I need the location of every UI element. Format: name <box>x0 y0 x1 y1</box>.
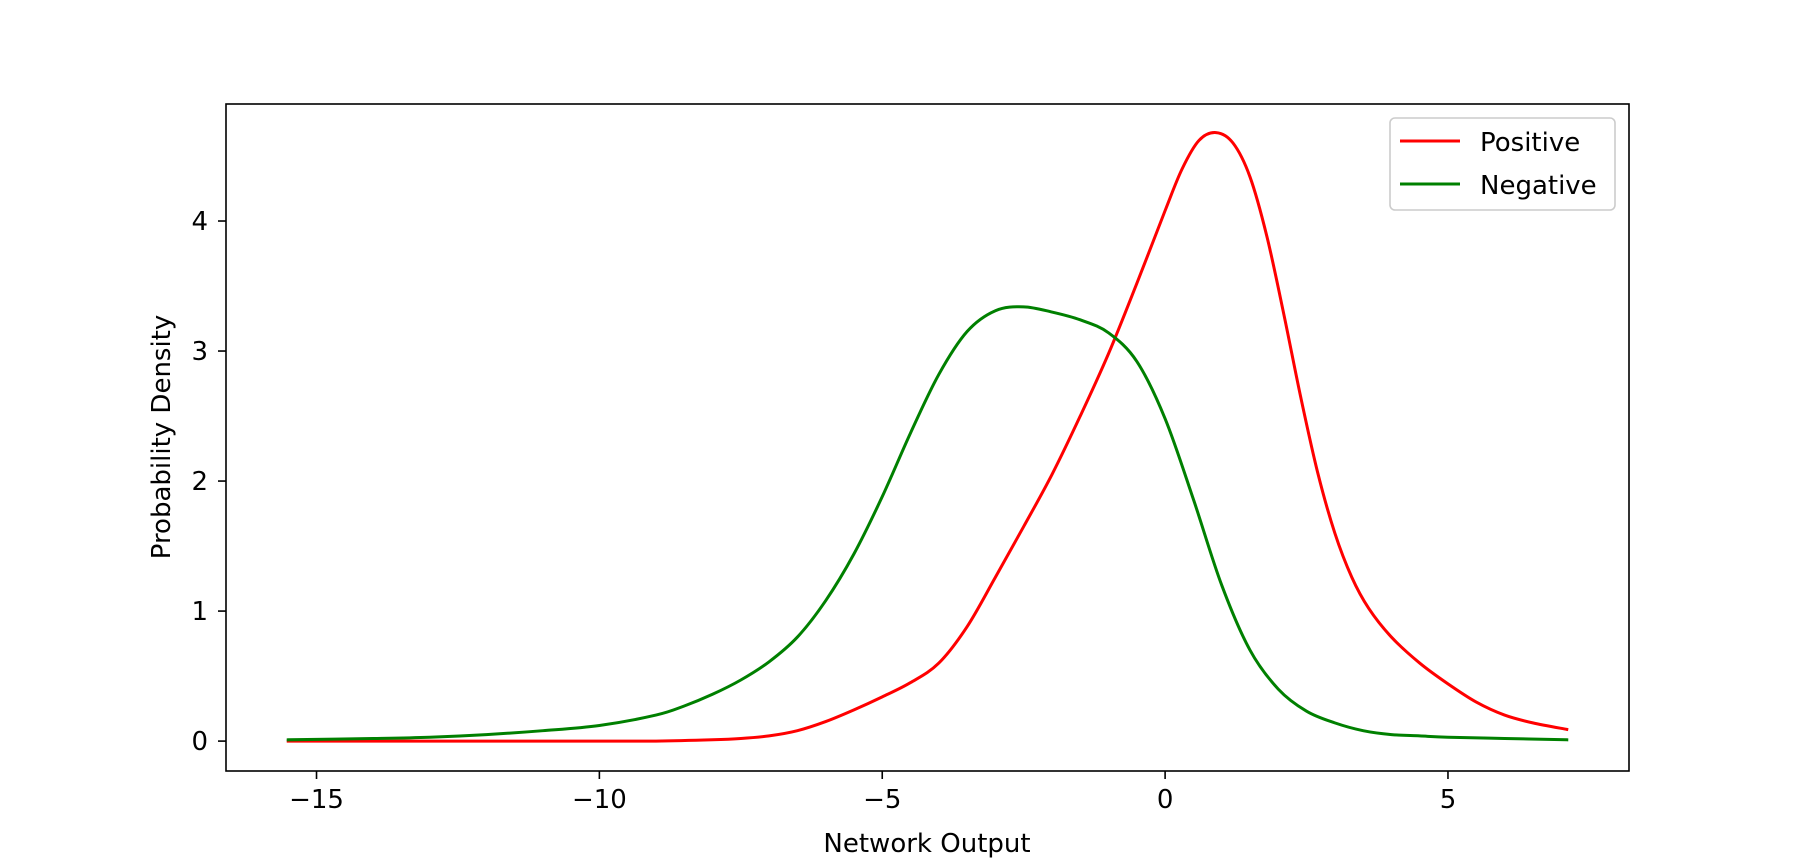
y-tick-label: 0 <box>191 727 208 757</box>
x-tick-label: −5 <box>863 785 901 815</box>
legend-label-negative: Negative <box>1480 171 1597 201</box>
series-line-negative <box>286 305 1569 742</box>
x-axis-ticks: −15 −10 −5 0 5 <box>289 771 1456 815</box>
axes-frame <box>225 103 1630 772</box>
y-axis-ticks: 0 1 2 3 4 <box>191 207 226 757</box>
legend: Positive Negative <box>1389 117 1616 211</box>
y-tick-label: 1 <box>191 597 208 627</box>
y-tick-label: 2 <box>191 467 208 497</box>
y-axis-label: Probability Density <box>147 315 177 560</box>
x-axis-label: Network Output <box>823 829 1030 859</box>
y-tick-label: 3 <box>191 337 208 367</box>
y-tick-label: 4 <box>191 207 208 237</box>
x-tick-label: 5 <box>1440 785 1457 815</box>
x-tick-label: −15 <box>289 785 344 815</box>
x-tick-label: 0 <box>1157 785 1174 815</box>
legend-label-positive: Positive <box>1480 128 1580 158</box>
x-tick-label: −10 <box>572 785 627 815</box>
plot-lines <box>286 131 1569 743</box>
series-line-positive <box>286 131 1569 743</box>
